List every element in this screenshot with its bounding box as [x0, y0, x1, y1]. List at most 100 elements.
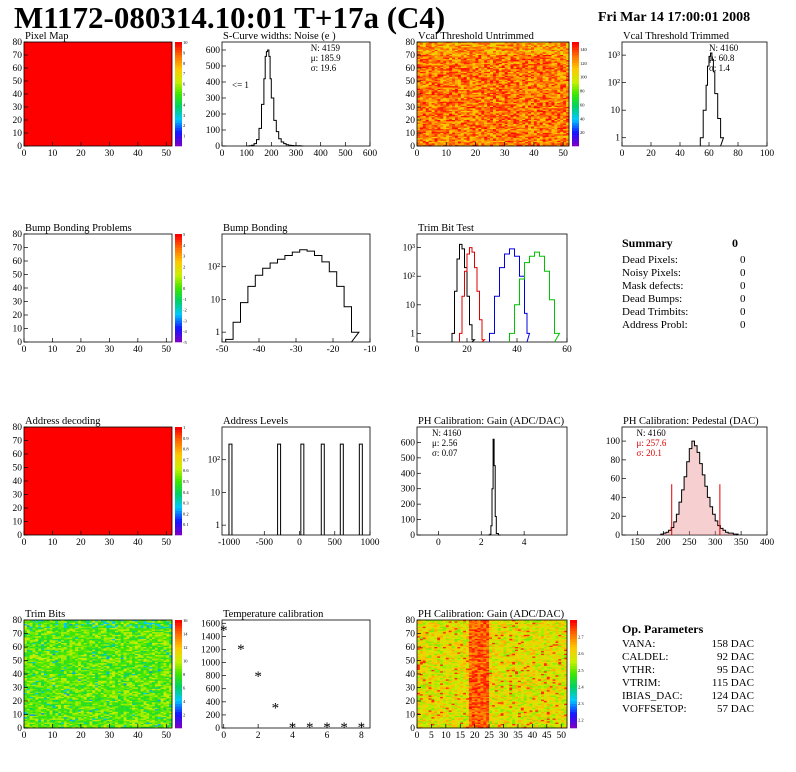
heatmap-cell: [516, 70, 520, 73]
heatmap-cell: [513, 126, 517, 129]
heatmap-cell: [449, 88, 453, 91]
heatmap-cell: [525, 107, 529, 109]
heatmap-cell: [434, 94, 438, 96]
heatmap-cell: [484, 88, 488, 91]
heatmap-cell: [478, 123, 482, 126]
heatmap-cell: [519, 109, 523, 112]
heatmap-cell: [431, 57, 435, 60]
heatmap-cell: [539, 43, 544, 45]
heatmap-cell: [475, 48, 479, 51]
heatmap-cell: [443, 55, 447, 57]
heatmap-cell: [516, 71, 520, 74]
heatmap-cell: [551, 95, 555, 97]
heatmap-cell: [528, 48, 532, 51]
heatmap-cell: [510, 118, 514, 121]
heatmap-cell: [428, 123, 432, 126]
heatmap-cell: [545, 138, 549, 140]
colorbar-segment: [175, 432, 182, 436]
heatmap-cell: [466, 97, 470, 100]
heatmap-cell: [466, 73, 470, 75]
heatmap-cell: [525, 131, 529, 134]
heatmap-cell: [536, 90, 541, 92]
heatmap-cell: [513, 51, 517, 53]
heatmap-cell: [557, 55, 561, 57]
heatmap-cell: [554, 58, 558, 61]
heatmap-cell: [457, 142, 462, 144]
heatmap-cell: [422, 91, 427, 94]
heatmap-cell: [548, 70, 552, 73]
heatmap-cell: [428, 116, 432, 118]
heatmap-cell: [466, 122, 470, 125]
heatmap-cell: [525, 118, 529, 121]
heatmap-cell: [490, 134, 494, 136]
heatmap-cell: [528, 81, 532, 83]
heatmap-cell: [466, 87, 470, 90]
heatmap-cell: [417, 142, 421, 144]
heatmap-cell: [495, 112, 500, 114]
heatmap-cell: [443, 88, 447, 91]
heatmap-cell: [557, 112, 561, 114]
heatmap-cell: [481, 134, 485, 136]
heatmap-cell: [513, 121, 517, 123]
heatmap-cell: [446, 91, 450, 94]
heatmap-cell: [560, 74, 564, 77]
heatmap-cell: [484, 60, 488, 62]
heatmap-cell: [528, 114, 532, 117]
heatmap-cell: [528, 87, 532, 90]
heatmap-cell: [495, 109, 500, 112]
heatmap-cell: [533, 103, 538, 105]
heatmap-cell: [487, 97, 491, 100]
heatmap-cell: [446, 110, 450, 113]
heatmap-cell: [507, 117, 511, 120]
heatmap-cell: [519, 64, 523, 66]
heatmap-cell: [466, 110, 470, 113]
heatmap-cell: [493, 139, 497, 142]
heatmap-cell: [554, 134, 558, 136]
heatmap-cell: [472, 121, 476, 123]
heatmap-cell: [437, 123, 441, 126]
heatmap-cell: [422, 87, 427, 90]
heatmap-cell: [449, 109, 453, 112]
heatmap-cell: [522, 68, 526, 70]
heatmap-cell: [516, 51, 520, 53]
heatmap-cell: [443, 91, 447, 94]
heatmap-cell: [466, 65, 470, 68]
heatmap-cell: [419, 66, 424, 69]
heatmap-cell: [484, 144, 488, 147]
heatmap-cell: [551, 103, 555, 105]
heatmap-cell: [557, 136, 561, 139]
heatmap-cell: [551, 43, 555, 45]
heatmap-cell: [419, 94, 424, 96]
heatmap-cell: [487, 135, 491, 138]
heatmap-cell: [528, 77, 532, 79]
heatmap-cell: [434, 101, 438, 104]
heatmap-cell: [490, 55, 494, 57]
heatmap-cell: [452, 55, 456, 57]
heatmap-cell: [478, 95, 482, 97]
heatmap-cell: [437, 108, 441, 110]
heatmap-cell: [452, 131, 456, 134]
heatmap-cell: [449, 91, 453, 94]
heatmap-cell: [522, 74, 526, 77]
heatmap-cell: [522, 142, 526, 144]
heatmap-cell: [536, 47, 541, 49]
heatmap-cell: [443, 87, 447, 90]
heatmap-cell: [463, 109, 468, 112]
colorbar-segment: [175, 331, 182, 335]
colorbar-segment: [572, 55, 579, 58]
colorbar-segment: [175, 285, 182, 289]
heatmap-cell: [510, 125, 514, 127]
heatmap-cell: [463, 84, 468, 87]
heatmap-cell: [422, 57, 427, 60]
heatmap-cell: [493, 84, 497, 87]
heatmap-cell: [542, 112, 546, 114]
heatmap-cell: [446, 143, 450, 146]
heatmap-cell: [545, 47, 549, 49]
heatmap-cell: [484, 130, 488, 133]
heatmap-cell: [417, 104, 421, 107]
heatmap-cell: [510, 90, 514, 92]
heatmap-cell: [510, 60, 514, 62]
heatmap-cell: [419, 114, 424, 117]
heatmap-cell: [495, 113, 500, 116]
